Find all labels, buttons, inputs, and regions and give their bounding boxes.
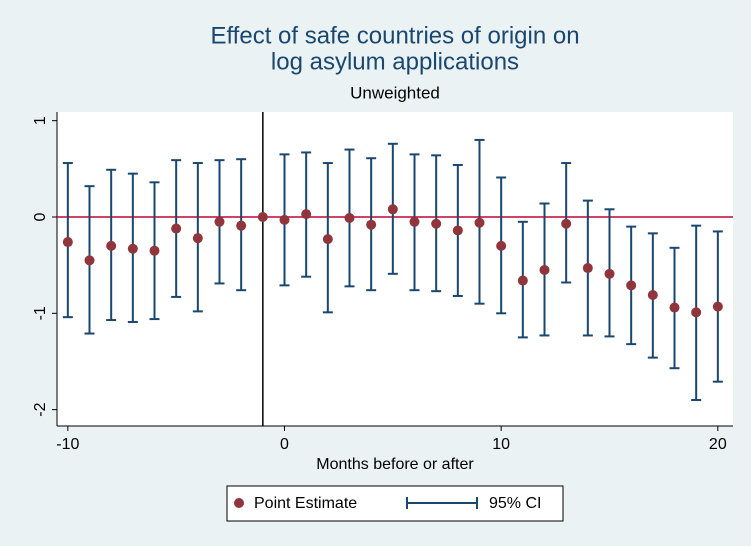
y-tick-label: -2 xyxy=(32,402,49,416)
point xyxy=(171,223,182,234)
legend-marker xyxy=(234,498,244,508)
point xyxy=(582,263,593,274)
point xyxy=(192,233,203,244)
point xyxy=(647,290,658,301)
point xyxy=(496,240,507,251)
point xyxy=(712,301,723,312)
x-tick-label: 20 xyxy=(709,436,727,453)
y-tick-label: -1 xyxy=(32,306,49,320)
point xyxy=(626,280,637,291)
legend xyxy=(226,485,564,522)
point xyxy=(604,268,615,279)
subtitle: Unweighted xyxy=(350,83,440,102)
point xyxy=(431,218,442,229)
x-tick-label: -10 xyxy=(56,436,79,453)
point xyxy=(452,225,463,236)
point xyxy=(691,307,702,318)
point xyxy=(517,275,528,286)
point xyxy=(127,243,138,254)
legend-label: Point Estimate xyxy=(254,495,357,512)
plot-area xyxy=(57,112,733,426)
point xyxy=(561,218,572,229)
point xyxy=(474,217,485,228)
y-tick-label: 1 xyxy=(32,116,49,125)
point xyxy=(539,264,550,275)
point xyxy=(236,220,247,231)
x-tick-label: 10 xyxy=(492,436,510,453)
point xyxy=(322,234,333,245)
point xyxy=(387,204,398,215)
legend-label: 95% CI xyxy=(489,495,541,512)
x-axis-label: Months before or after xyxy=(316,456,474,473)
point xyxy=(301,209,312,220)
point xyxy=(366,219,377,230)
point xyxy=(84,255,95,266)
chart-title: Effect of safe countries of origin on xyxy=(210,22,579,49)
point xyxy=(279,214,290,225)
x-tick-label: 0 xyxy=(280,436,289,453)
point xyxy=(257,211,268,222)
point xyxy=(344,212,355,223)
point xyxy=(669,302,680,313)
point xyxy=(106,240,117,251)
point xyxy=(214,216,225,227)
point xyxy=(62,237,73,248)
point xyxy=(149,245,160,256)
point xyxy=(409,216,420,227)
y-tick-label: 0 xyxy=(32,212,49,221)
chart-title: log asylum applications xyxy=(271,48,519,75)
